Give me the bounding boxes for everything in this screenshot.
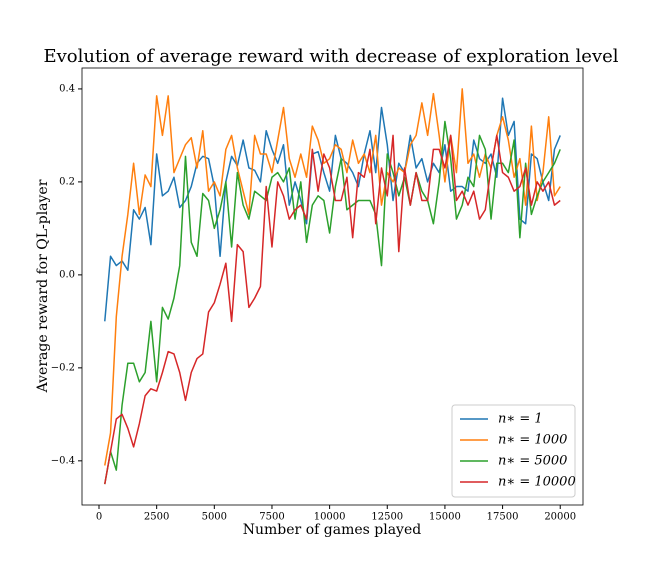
x-tick-label: 12500: [371, 512, 403, 523]
x-tick-label: 15000: [429, 512, 461, 523]
x-tick-label: 2500: [144, 512, 169, 523]
y-tick-label: 0.0: [59, 269, 75, 280]
y-tick-label: −0.2: [51, 362, 75, 373]
x-tick-label: 7500: [259, 512, 284, 523]
y-tick-label: 0.4: [59, 83, 75, 94]
x-axis-label: Number of games played: [243, 522, 421, 538]
y-tick-label: 0.2: [59, 176, 75, 187]
legend-box: [451, 404, 576, 498]
line-series: [104, 97, 561, 322]
chart-title: Evolution of average reward with decreas…: [43, 46, 618, 67]
legend-label: n∗ = 1000: [498, 433, 567, 448]
x-tick-label: 20000: [544, 512, 576, 523]
line-series: [104, 120, 561, 485]
legend-label: n∗ = 10000: [498, 475, 576, 490]
plot-frame: [81, 67, 584, 506]
legend-label: n∗ = 5000: [498, 454, 567, 469]
legend-label: n∗ = 1: [498, 412, 543, 427]
x-tick-label: 10000: [314, 512, 346, 523]
legend: n∗ = 1 n∗ = 1000 n∗ = 5000 n∗ = 10000: [451, 404, 576, 498]
y-axis-label: Average reward for QL-player: [35, 179, 51, 393]
line-series: [104, 134, 561, 485]
x-tick-label: 0: [96, 512, 102, 523]
line-series: [104, 88, 561, 466]
y-tick-label: −0.4: [51, 455, 75, 466]
x-tick-label: 17500: [487, 512, 519, 523]
x-tick-label: 5000: [202, 512, 227, 523]
